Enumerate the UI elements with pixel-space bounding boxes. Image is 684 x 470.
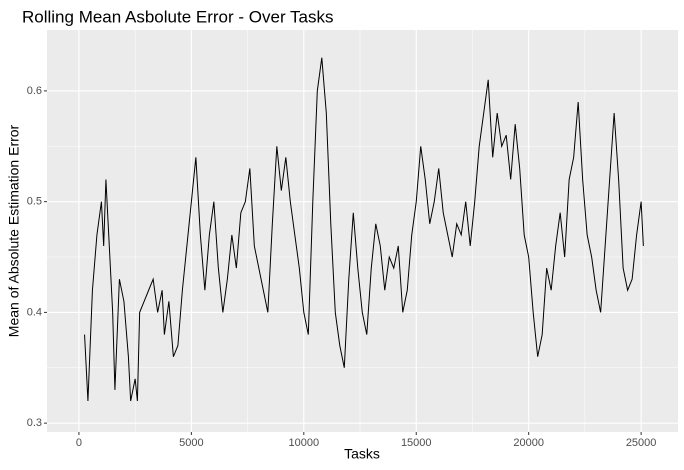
- y-tick-label: 0.3: [27, 417, 42, 429]
- x-axis-title: Tasks: [344, 446, 380, 462]
- x-tick-label: 0: [76, 437, 82, 449]
- y-tick-label: 0.4: [27, 306, 42, 318]
- y-tick-label: 0.5: [27, 196, 42, 208]
- x-tick-label: 5000: [179, 437, 203, 449]
- y-axis-title: Mean of Absolute Estimation Error: [6, 124, 22, 337]
- x-tick-label: 10000: [289, 437, 320, 449]
- plot-panel: [47, 30, 678, 432]
- x-tick-label: 20000: [513, 437, 544, 449]
- x-tick-label: 15000: [401, 437, 432, 449]
- x-tick-label: 25000: [626, 437, 657, 449]
- chart-title: Rolling Mean Asbolute Error - Over Tasks: [22, 7, 333, 26]
- data-line: [84, 57, 644, 402]
- y-tick-label: 0.6: [27, 85, 42, 97]
